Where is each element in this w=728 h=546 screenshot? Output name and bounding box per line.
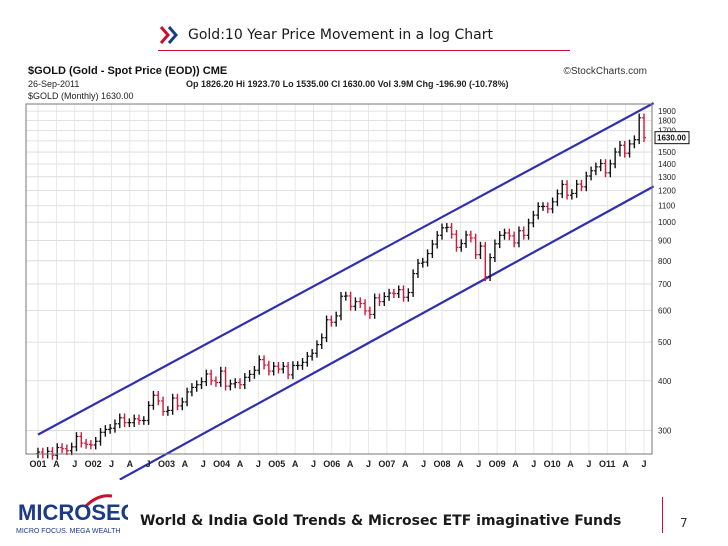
gold-chart: 300 400 500 600 700 800 900 1000 1100 1200 1300 140…	[18, 62, 712, 480]
chart-date: 26-Sep-2011	[28, 79, 79, 89]
x-tick-label: A	[347, 459, 354, 469]
y-tick-label: 700	[658, 280, 672, 289]
x-tick-label: A	[292, 459, 299, 469]
y-tick-label: 800	[658, 257, 672, 266]
x-tick-label: O08	[433, 459, 450, 469]
channel-line-upper	[37, 102, 655, 436]
trend-channel	[37, 102, 655, 480]
slide-title-text: Gold:10 Year Price Movement in a log Cha…	[188, 27, 493, 43]
x-tick-label: A	[622, 459, 629, 469]
x-tick-label: O07	[378, 459, 395, 469]
y-tick-label: 1400	[658, 160, 676, 169]
footer-bar	[128, 493, 660, 533]
x-tick-label: A	[512, 459, 519, 469]
y-tick-label: 600	[658, 307, 672, 316]
x-tick-label: A	[237, 459, 244, 469]
chart-grid	[26, 104, 652, 454]
y-tick-label: 1900	[658, 107, 676, 116]
last-value-label: 1630.00	[657, 134, 686, 143]
chart-symbol-line: $GOLD (Gold - Spot Price (EOD)) CME	[28, 65, 227, 77]
plot-border	[25, 103, 653, 455]
slide-title: Gold:10 Year Price Movement in a log Cha…	[158, 20, 493, 50]
x-tick-label: O09	[489, 459, 506, 469]
y-tick-label: 1700	[658, 126, 676, 135]
channel-line-lower	[119, 185, 655, 480]
x-tick-label: J	[366, 459, 371, 469]
gold-ohlc-chart: 300 400 500 600 700 800 900 1000 1100 1200 1300 140…	[18, 62, 712, 480]
y-tick-label: 400	[658, 377, 672, 386]
y-tick-label: 1300	[658, 173, 676, 182]
y-tick-label: 300	[658, 427, 672, 436]
page-divider	[662, 497, 663, 533]
x-tick-label: O03	[158, 459, 175, 469]
y-tick-label: 1200	[658, 187, 676, 196]
y-tick-label: 1800	[658, 116, 676, 125]
x-tick-label: A	[457, 459, 464, 469]
chart-background	[18, 62, 712, 480]
x-tick-label: O06	[323, 459, 340, 469]
y-tick-label: 1000	[658, 218, 676, 227]
last-value-box	[654, 131, 690, 145]
title-underline	[158, 50, 570, 51]
x-tick-label: A	[182, 459, 189, 469]
chart-stats: Op 1826.20 Hi 1923.70 Lo 1535.00 Cl 1630…	[186, 79, 509, 89]
x-tick-label: O10	[544, 459, 561, 469]
x-tick-label: O04	[213, 459, 230, 469]
logo-brand: MICROSEC	[18, 500, 137, 525]
x-tick-label: J	[476, 459, 481, 469]
x-tick-label: J	[641, 459, 646, 469]
x-tick-label: O11	[599, 459, 616, 469]
x-tick-label: J	[146, 459, 151, 469]
y-axis: 300 400 500 600 700 800 900 1000 1100 1200 1300 140…	[654, 107, 690, 436]
x-tick-label: A	[567, 459, 574, 469]
x-tick-label: O02	[85, 459, 102, 469]
x-tick-label: J	[201, 459, 206, 469]
chart-source: ©StockCharts.com	[563, 66, 647, 77]
x-tick-label: A	[402, 459, 409, 469]
logo-tagline: MICRO FOCUS. MEGA WEALTH	[16, 528, 121, 535]
double-chevron-icon	[159, 26, 178, 44]
x-axis: O01 A J O02 J A J O03 A J O04 A J O05 A J O06 A J O07 A J O08 A…	[29, 459, 646, 469]
x-tick-label: A	[127, 459, 134, 469]
x-tick-label: J	[256, 459, 261, 469]
x-tick-label: J	[311, 459, 316, 469]
x-tick-label: O01	[29, 459, 46, 469]
x-tick-label: J	[421, 459, 426, 469]
microsec-logo: MICROSEC MICRO FOCUS. MEGA WEALTH	[8, 492, 137, 538]
x-tick-label: O05	[268, 459, 285, 469]
x-tick-label: J	[109, 459, 114, 469]
x-tick-label: J	[72, 459, 77, 469]
x-tick-label: J	[586, 459, 591, 469]
footer-text: World & India Gold Trends & Microsec ETF…	[140, 513, 622, 529]
x-tick-label: J	[531, 459, 536, 469]
y-tick-label: 1500	[658, 148, 676, 157]
page-number: 7	[680, 516, 688, 530]
y-tick-label: 1100	[658, 202, 676, 211]
y-tick-label: 900	[658, 236, 672, 245]
y-tick-label: 500	[658, 338, 672, 347]
price-bars	[36, 113, 646, 460]
chart-legend: $GOLD (Monthly) 1630.00	[28, 91, 134, 101]
logo-swoosh-icon	[84, 494, 113, 508]
x-tick-label: A	[53, 459, 60, 469]
